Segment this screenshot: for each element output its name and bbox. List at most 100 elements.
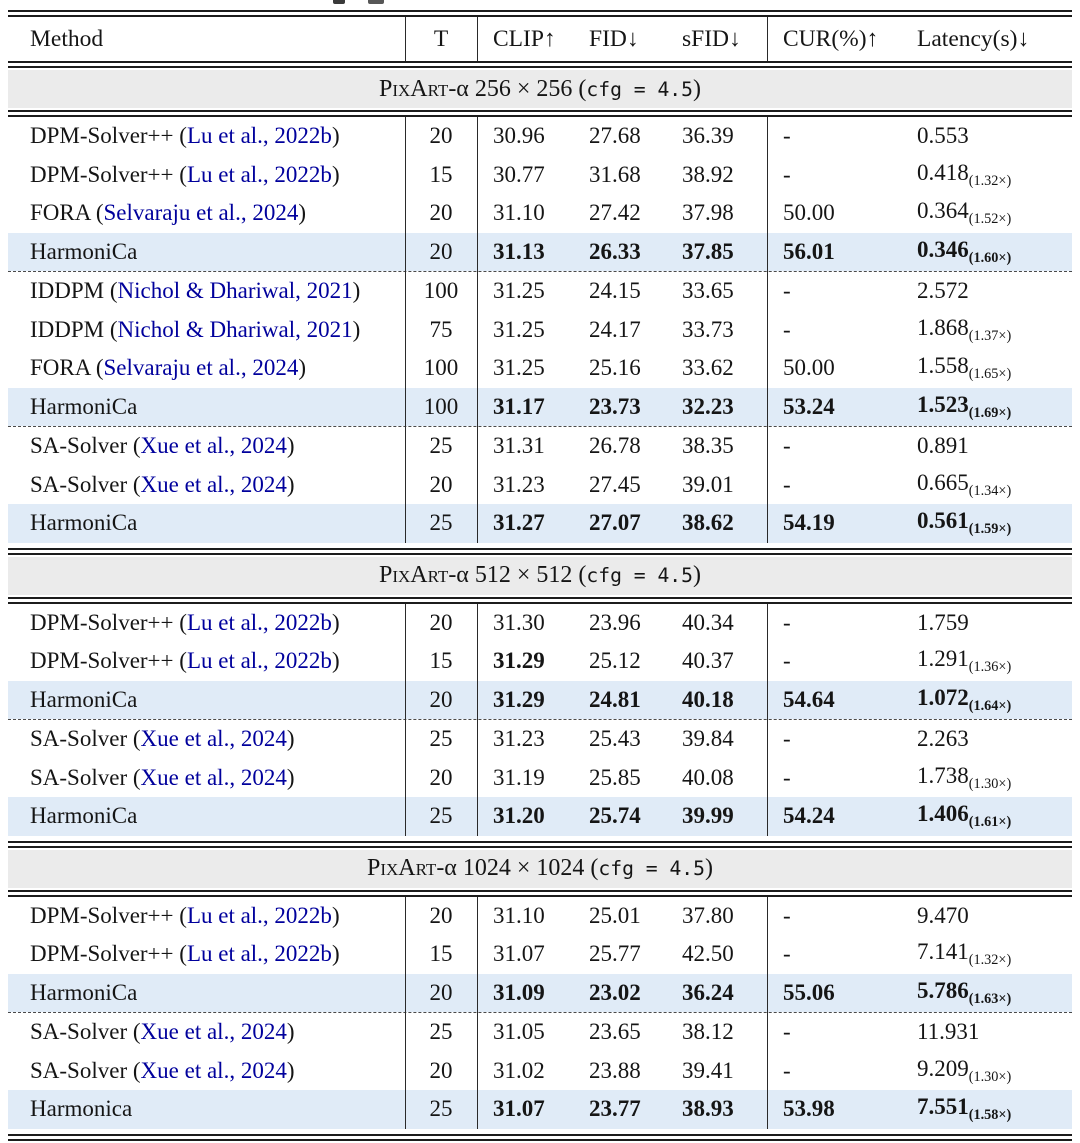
method-name: SA-Solver xyxy=(30,1019,128,1045)
citation-link[interactable]: Xue et al., 2024 xyxy=(140,764,287,790)
cell-clip: 31.07 xyxy=(493,1096,545,1122)
cell-clip: 31.23 xyxy=(493,471,545,497)
latency-speedup: (1.52×) xyxy=(968,211,1012,228)
table-row: HarmoniCa 20 31.09 23.02 36.24 55.06 5.786(1.6… xyxy=(8,973,1072,1012)
latency-speedup: (1.34×) xyxy=(968,482,1012,499)
cell-cur: - xyxy=(783,278,791,304)
latency-value: 11.931 xyxy=(917,1019,980,1045)
cell-clip: 31.10 xyxy=(493,902,545,928)
section-title-name: PixArt xyxy=(378,562,449,588)
group-divider-dashed xyxy=(8,271,1072,272)
cell-cur: - xyxy=(783,433,791,459)
cell-cur: 54.24 xyxy=(783,803,835,829)
cell-fid: 24.17 xyxy=(589,316,641,342)
cell-latency: 1.558(1.65×) xyxy=(917,353,1072,383)
cell-method: SA-Solver (Xue et al., 2024) xyxy=(30,433,295,459)
latency-speedup: (1.59×) xyxy=(968,521,1012,538)
column-header-clip: CLIP↑ xyxy=(493,25,556,52)
cell-cur: - xyxy=(783,902,791,928)
table-top-rule xyxy=(8,10,1072,17)
citation-link[interactable]: Lu et al., 2022b xyxy=(186,609,332,635)
cell-t: 100 xyxy=(423,355,459,381)
method-name: FORA xyxy=(30,355,91,381)
latency-speedup: (1.64×) xyxy=(968,697,1012,714)
cell-t: 100 xyxy=(423,393,459,419)
citation-link[interactable]: Xue et al., 2024 xyxy=(140,1057,287,1083)
section-title-resolution: -α 256 × 256 ( xyxy=(448,75,587,102)
cell-clip: 31.30 xyxy=(493,609,545,635)
latency-value: 9.470 xyxy=(917,902,969,928)
section-rule xyxy=(8,547,1072,555)
cell-t: 20 xyxy=(429,200,453,226)
cell-method: DPM-Solver++ (Lu et al., 2022b) xyxy=(30,161,340,187)
citation-link[interactable]: Lu et al., 2022b xyxy=(186,902,332,928)
citation-link[interactable]: Xue et al., 2024 xyxy=(140,1019,287,1045)
latency-speedup: (1.37×) xyxy=(968,327,1012,344)
citation-link[interactable]: Lu et al., 2022b xyxy=(186,161,332,187)
citation-link[interactable]: Xue et al., 2024 xyxy=(140,433,287,459)
cell-clip: 31.29 xyxy=(493,686,545,712)
cell-sfid: 39.01 xyxy=(682,471,734,497)
column-header-latency: Latency(s)↓ xyxy=(917,25,1030,52)
cell-t: 15 xyxy=(429,648,453,674)
cell-method: FORA (Selvaraju et al., 2024) xyxy=(30,200,306,226)
section-rule xyxy=(8,596,1072,604)
cell-sfid: 36.24 xyxy=(682,979,734,1005)
cell-t: 20 xyxy=(429,764,453,790)
method-name: DPM-Solver++ xyxy=(30,609,174,635)
latency-value: 0.364 xyxy=(917,198,969,224)
citation-link[interactable]: Selvaraju et al., 2024 xyxy=(103,355,299,381)
column-divider xyxy=(767,603,769,836)
table-row: Harmonica 25 31.07 23.77 38.93 53.98 7.551(1.5… xyxy=(8,1090,1072,1129)
cell-fid: 23.65 xyxy=(589,1019,641,1045)
method-name: DPM-Solver++ xyxy=(30,941,174,967)
cell-sfid: 37.98 xyxy=(682,200,734,226)
section-header: PixArt -α 512 × 512 (cfg = 4.5) xyxy=(8,556,1072,595)
citation-link[interactable]: Lu et al., 2022b xyxy=(186,123,332,149)
citation-link[interactable]: Lu et al., 2022b xyxy=(186,941,332,967)
cell-fid: 25.01 xyxy=(589,902,641,928)
latency-value: 1.558 xyxy=(917,353,969,379)
table-header: Method T CLIP↑ FID↓ sFID↓ CUR(%)↑ Latenc… xyxy=(8,17,1072,61)
cell-method: SA-Solver (Xue et al., 2024) xyxy=(30,726,295,752)
cell-t: 20 xyxy=(429,1057,453,1083)
cell-t: 25 xyxy=(429,1019,453,1045)
table-body: PixArt -α 256 × 256 (cfg = 4.5) DPM-Solver… xyxy=(8,61,1072,1129)
citation-link[interactable]: Selvaraju et al., 2024 xyxy=(103,200,299,226)
cell-method: HarmoniCa xyxy=(8,394,405,420)
cell-method: SA-Solver (Xue et al., 2024) xyxy=(30,1057,295,1083)
cell-sfid: 39.84 xyxy=(682,726,734,752)
method-name: SA-Solver xyxy=(30,471,128,497)
table-row: DPM-Solver++ (Lu et al., 2022b) 15 31.07 25… xyxy=(8,935,1072,974)
column-header-cur: CUR(%)↑ xyxy=(783,25,879,52)
cell-t: 20 xyxy=(429,902,453,928)
cell-latency: 0.665(1.34×) xyxy=(917,470,1072,500)
cell-cur: - xyxy=(783,941,791,967)
table-row: SA-Solver (Xue et al., 2024) 20 31.02 23.88… xyxy=(8,1052,1072,1091)
citation-link[interactable]: Xue et al., 2024 xyxy=(140,471,287,497)
citation-link[interactable]: Xue et al., 2024 xyxy=(140,726,287,752)
latency-value: 0.561 xyxy=(917,508,969,534)
cell-latency: 0.553 xyxy=(917,123,1072,149)
cell-clip: 31.09 xyxy=(493,979,545,1005)
section-rows: DPM-Solver++ (Lu et al., 2022b) 20 31.30 23… xyxy=(8,603,1072,836)
cell-cur: - xyxy=(783,648,791,674)
citation-link[interactable]: Lu et al., 2022b xyxy=(186,648,332,674)
cell-cur: - xyxy=(783,764,791,790)
table-row: SA-Solver (Xue et al., 2024) 25 31.23 25.43… xyxy=(8,720,1072,759)
citation-link[interactable]: Nichol & Dhariwal, 2021 xyxy=(117,278,353,304)
cell-clip: 31.20 xyxy=(493,803,545,829)
table-row: HarmoniCa 25 31.20 25.74 39.99 54.24 1.406(1.6… xyxy=(8,797,1072,836)
citation-link[interactable]: Nichol & Dhariwal, 2021 xyxy=(117,316,353,342)
section-title-cfg: cfg = 4.5 xyxy=(598,857,705,880)
cell-latency: 1.868(1.37×) xyxy=(917,315,1072,345)
latency-speedup: (1.30×) xyxy=(968,775,1012,792)
cell-method: SA-Solver (Xue et al., 2024) xyxy=(30,471,295,497)
latency-value: 2.263 xyxy=(917,726,969,752)
cell-cur: - xyxy=(783,609,791,635)
cell-cur: - xyxy=(783,161,791,187)
cell-cur: - xyxy=(783,726,791,752)
section-title-resolution: -α 1024 × 1024 ( xyxy=(436,855,599,881)
latency-speedup: (1.58×) xyxy=(968,1107,1012,1124)
column-divider xyxy=(477,603,479,836)
